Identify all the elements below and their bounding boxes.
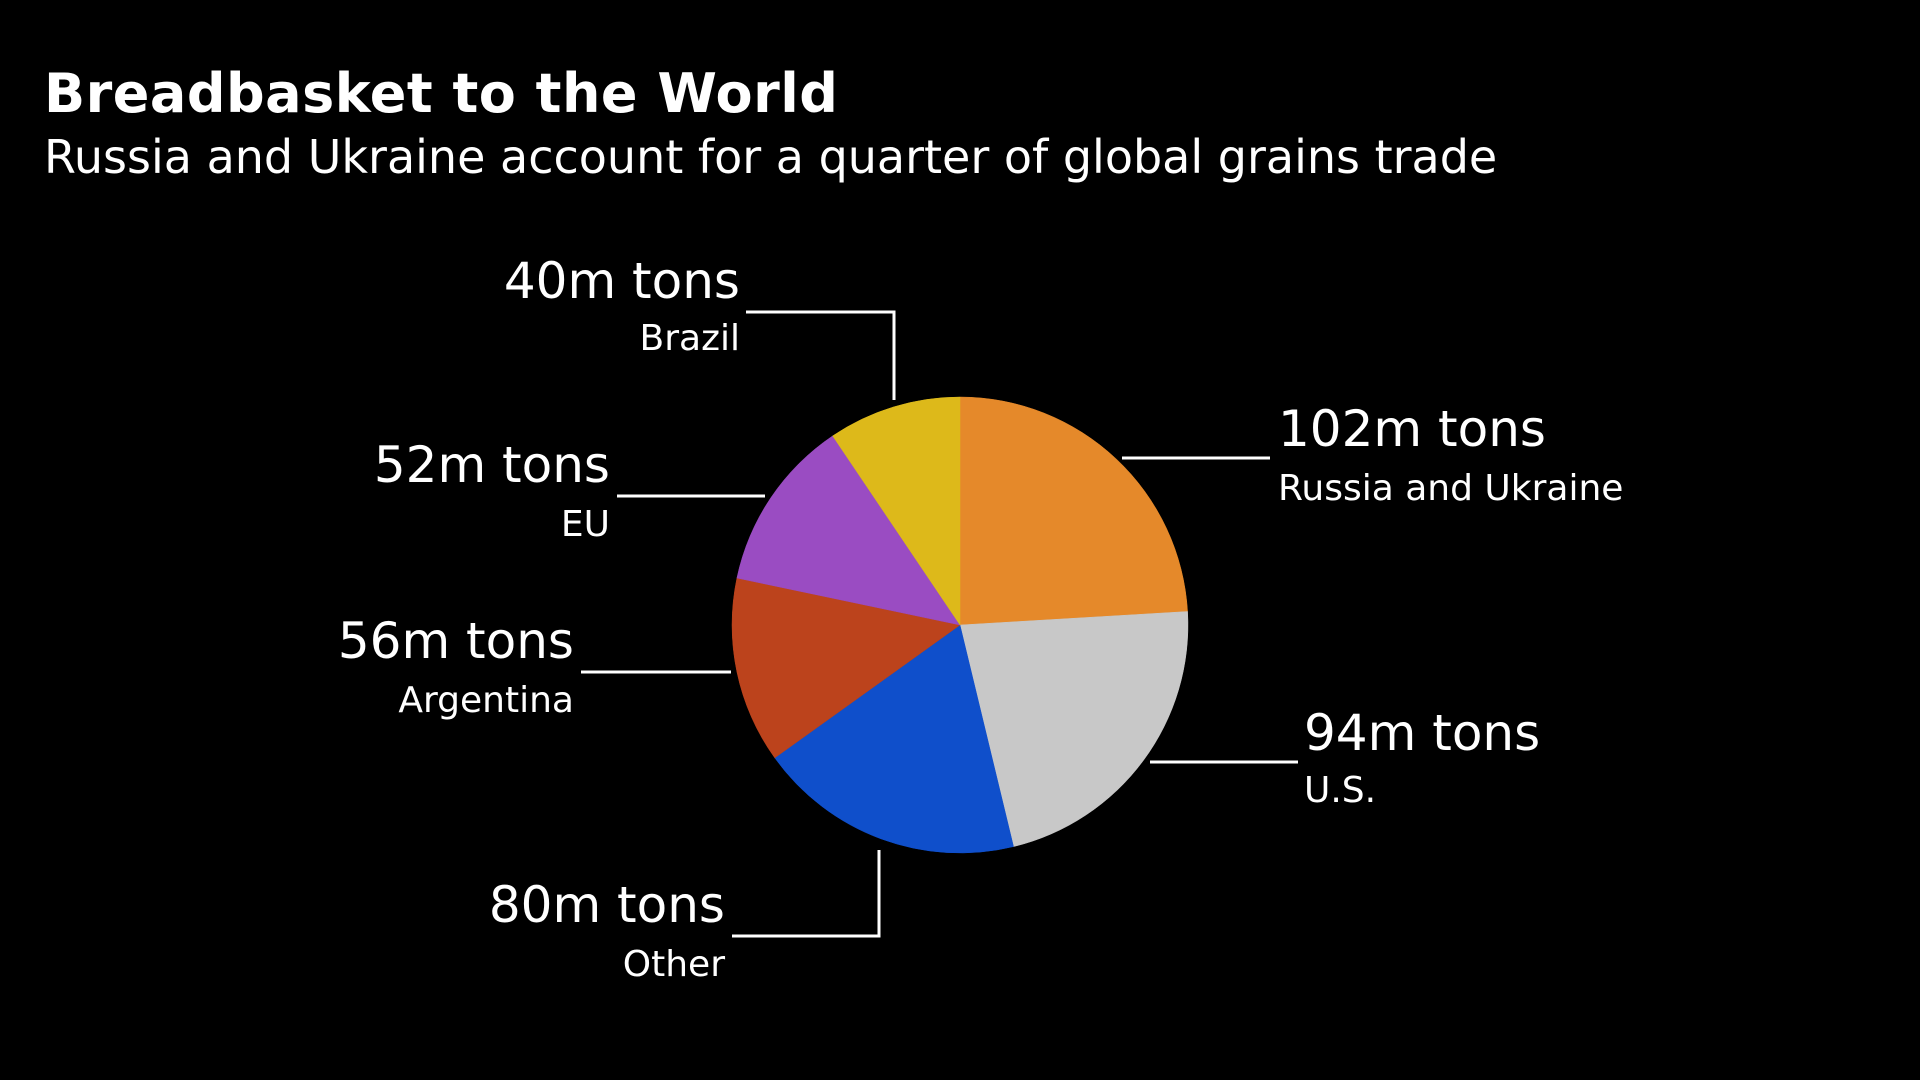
pie-slice-russia-and-ukraine <box>959 396 1188 626</box>
slice-value-label-other: 80m tons <box>489 876 725 934</box>
leader-line-other <box>732 850 881 938</box>
pie-slice-other <box>774 624 1014 854</box>
chart-title: Breadbasket to the World <box>44 62 839 125</box>
slice-value-label-russia-ukraine: 102m tons <box>1278 400 1546 458</box>
pie-slice-eu <box>736 435 961 626</box>
slice-value-label-us: 94m tons <box>1304 704 1540 762</box>
slice-name-label-other: Other <box>623 944 725 985</box>
slice-name-label-brazil: Brazil <box>640 318 740 359</box>
pie-slice-brazil <box>832 396 961 626</box>
slice-value-label-eu: 52m tons <box>374 436 610 494</box>
slice-value-label-brazil: 40m tons <box>504 252 740 310</box>
slice-name-label-eu: EU <box>561 504 610 545</box>
slice-name-label-russia-ukraine: Russia and Ukraine <box>1278 468 1623 509</box>
slice-name-label-us: U.S. <box>1304 770 1376 811</box>
pie-slice-u-s <box>959 611 1189 847</box>
pie-slice-argentina <box>731 577 961 759</box>
pie-slices <box>731 396 1189 854</box>
slice-name-label-argentina: Argentina <box>398 680 574 721</box>
slice-value-label-argentina: 56m tons <box>338 612 574 670</box>
leader-line-brazil <box>746 310 896 400</box>
chart-subtitle: Russia and Ukraine account for a quarter… <box>44 130 1498 184</box>
